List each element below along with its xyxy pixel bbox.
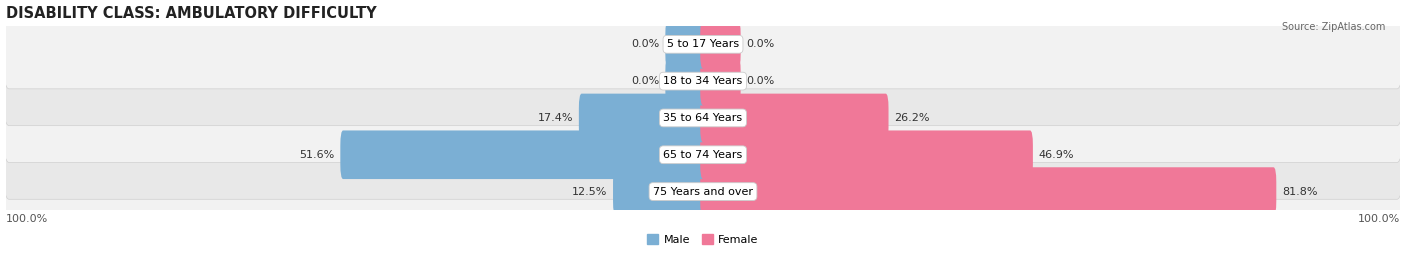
FancyBboxPatch shape (579, 94, 706, 142)
FancyBboxPatch shape (3, 73, 1403, 162)
FancyBboxPatch shape (613, 167, 706, 216)
Text: 0.0%: 0.0% (631, 39, 659, 49)
Text: DISABILITY CLASS: AMBULATORY DIFFICULTY: DISABILITY CLASS: AMBULATORY DIFFICULTY (6, 6, 377, 20)
FancyBboxPatch shape (700, 20, 741, 69)
Text: 35 to 64 Years: 35 to 64 Years (664, 113, 742, 123)
Text: 51.6%: 51.6% (299, 150, 335, 160)
FancyBboxPatch shape (340, 130, 706, 179)
Text: Source: ZipAtlas.com: Source: ZipAtlas.com (1281, 22, 1385, 31)
Text: 0.0%: 0.0% (747, 76, 775, 86)
FancyBboxPatch shape (700, 94, 889, 142)
FancyBboxPatch shape (700, 167, 1277, 216)
FancyBboxPatch shape (700, 57, 741, 105)
Text: 26.2%: 26.2% (894, 113, 929, 123)
FancyBboxPatch shape (3, 147, 1403, 236)
Text: 100.0%: 100.0% (6, 214, 48, 224)
FancyBboxPatch shape (700, 130, 1033, 179)
Text: 46.9%: 46.9% (1039, 150, 1074, 160)
FancyBboxPatch shape (3, 110, 1403, 199)
Text: 12.5%: 12.5% (572, 187, 607, 197)
Text: 75 Years and over: 75 Years and over (652, 187, 754, 197)
FancyBboxPatch shape (3, 37, 1403, 126)
Text: 65 to 74 Years: 65 to 74 Years (664, 150, 742, 160)
FancyBboxPatch shape (665, 20, 706, 69)
Text: 18 to 34 Years: 18 to 34 Years (664, 76, 742, 86)
FancyBboxPatch shape (3, 0, 1403, 89)
Text: 17.4%: 17.4% (537, 113, 574, 123)
Text: 5 to 17 Years: 5 to 17 Years (666, 39, 740, 49)
Text: 0.0%: 0.0% (747, 39, 775, 49)
Legend: Male, Female: Male, Female (647, 235, 759, 245)
Text: 100.0%: 100.0% (1358, 214, 1400, 224)
Text: 81.8%: 81.8% (1282, 187, 1317, 197)
FancyBboxPatch shape (665, 57, 706, 105)
Text: 0.0%: 0.0% (631, 76, 659, 86)
